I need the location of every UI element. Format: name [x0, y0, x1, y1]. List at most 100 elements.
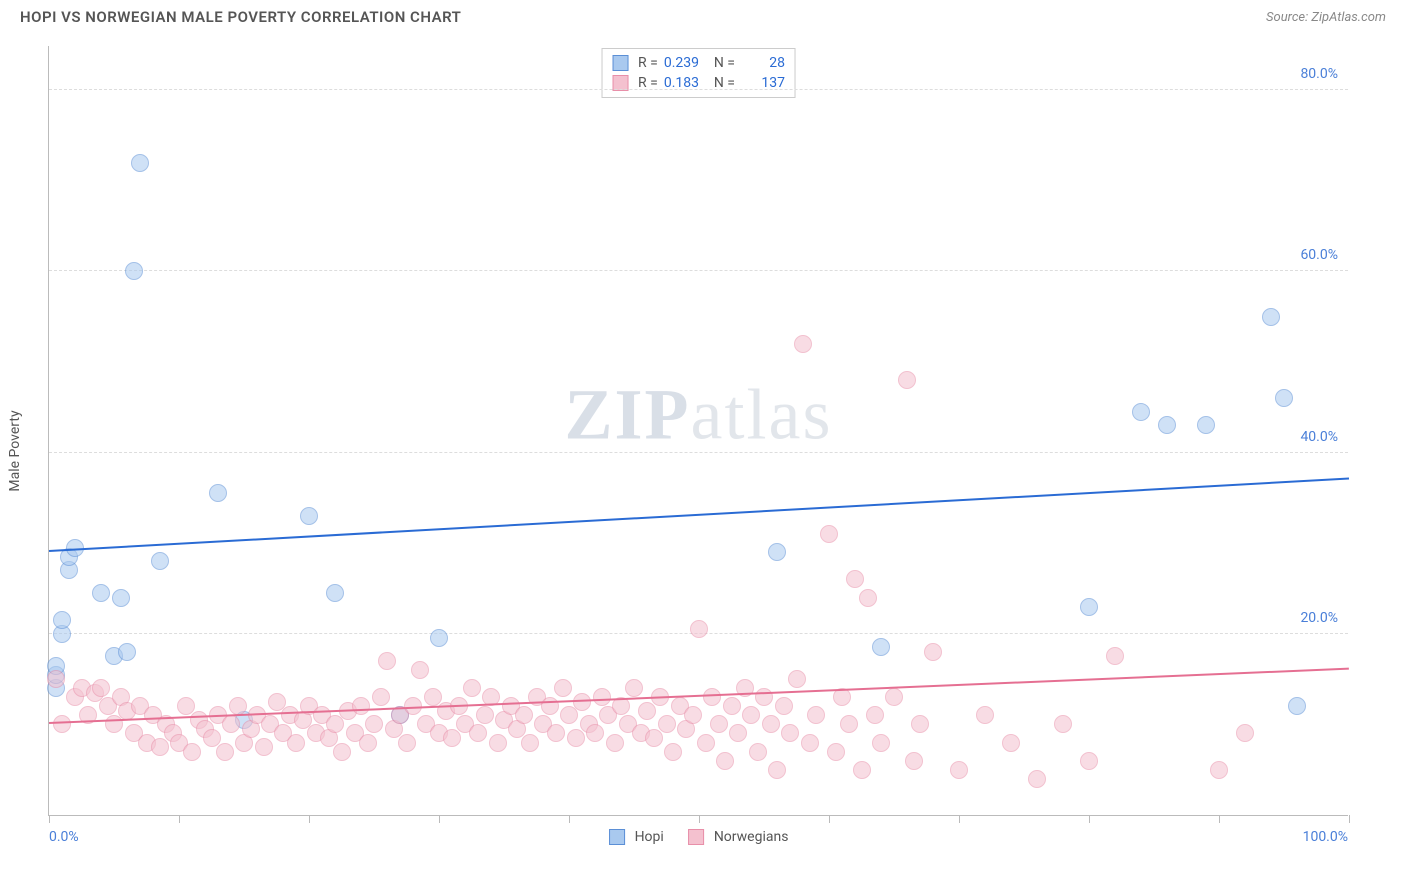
data-point	[1262, 308, 1280, 326]
data-point	[593, 688, 611, 706]
series-legend-item: Norwegians	[688, 829, 789, 845]
watermark: ZIPatlas	[565, 374, 833, 457]
data-point	[222, 715, 240, 733]
trend-line	[49, 478, 1349, 552]
data-point	[866, 706, 884, 724]
data-point	[47, 670, 65, 688]
data-point	[638, 702, 656, 720]
data-point	[326, 584, 344, 602]
data-point	[950, 761, 968, 779]
data-point	[710, 715, 728, 733]
data-point	[749, 743, 767, 761]
data-point	[1054, 715, 1072, 733]
y-axis-label: Male Poverty	[7, 410, 23, 491]
data-point	[1236, 724, 1254, 742]
data-point	[684, 706, 702, 724]
data-point	[762, 715, 780, 733]
data-point	[872, 638, 890, 656]
data-point	[840, 715, 858, 733]
data-point	[365, 715, 383, 733]
x-tick	[1349, 815, 1350, 823]
data-point	[781, 724, 799, 742]
data-point	[658, 715, 676, 733]
data-point	[300, 507, 318, 525]
data-point	[515, 706, 533, 724]
data-point	[716, 752, 734, 770]
series-legend: Hopi Norwegians	[609, 829, 789, 845]
data-point	[469, 724, 487, 742]
x-tick	[309, 815, 310, 823]
data-point	[352, 697, 370, 715]
data-point	[521, 734, 539, 752]
data-point	[1080, 752, 1098, 770]
data-point	[976, 706, 994, 724]
stat-r-label: R =	[638, 55, 658, 71]
x-tick	[49, 815, 50, 823]
x-tick	[829, 815, 830, 823]
series-name: Norwegians	[714, 829, 789, 845]
data-point	[801, 734, 819, 752]
data-point	[151, 738, 169, 756]
series-name: Hopi	[635, 829, 664, 845]
data-point	[905, 752, 923, 770]
data-point	[742, 706, 760, 724]
data-point	[788, 670, 806, 688]
data-point	[443, 729, 461, 747]
chart-container: Male Poverty ZIPatlas R =0.239N =28R =0.…	[0, 26, 1406, 876]
data-point	[398, 734, 416, 752]
x-tick	[959, 815, 960, 823]
data-point	[729, 724, 747, 742]
gridline	[49, 270, 1348, 271]
x-tick	[569, 815, 570, 823]
data-point	[378, 652, 396, 670]
data-point	[645, 729, 663, 747]
data-point	[547, 724, 565, 742]
y-tick-label: 40.0%	[1300, 429, 1338, 445]
data-point	[118, 643, 136, 661]
data-point	[1028, 770, 1046, 788]
data-point	[625, 679, 643, 697]
data-point	[489, 734, 507, 752]
legend-swatch	[688, 829, 704, 845]
data-point	[872, 734, 890, 752]
data-point	[768, 543, 786, 561]
data-point	[463, 679, 481, 697]
data-point	[853, 761, 871, 779]
gridline	[49, 452, 1348, 453]
data-point	[125, 262, 143, 280]
legend-swatch	[609, 829, 625, 845]
data-point	[567, 729, 585, 747]
stat-n-value: 28	[741, 55, 785, 71]
x-axis-max-label: 100.0%	[1303, 829, 1348, 845]
data-point	[430, 629, 448, 647]
data-point	[820, 525, 838, 543]
data-point	[92, 584, 110, 602]
data-point	[807, 706, 825, 724]
x-tick	[1219, 815, 1220, 823]
data-point	[1210, 761, 1228, 779]
x-tick	[179, 815, 180, 823]
x-tick	[699, 815, 700, 823]
data-point	[723, 697, 741, 715]
data-point	[664, 743, 682, 761]
data-point	[216, 743, 234, 761]
chart-title: HOPI VS NORWEGIAN MALE POVERTY CORRELATI…	[20, 8, 461, 26]
x-tick	[439, 815, 440, 823]
data-point	[112, 589, 130, 607]
stat-n-label: N =	[714, 55, 735, 71]
data-point	[924, 643, 942, 661]
data-point	[560, 706, 578, 724]
data-point	[554, 679, 572, 697]
data-point	[586, 724, 604, 742]
y-tick-label: 80.0%	[1300, 66, 1338, 82]
data-point	[359, 734, 377, 752]
data-point	[1106, 647, 1124, 665]
data-point	[151, 552, 169, 570]
data-point	[898, 371, 916, 389]
data-point	[411, 661, 429, 679]
data-point	[1080, 598, 1098, 616]
series-legend-item: Hopi	[609, 829, 664, 845]
data-point	[255, 738, 273, 756]
data-point	[131, 154, 149, 172]
data-point	[1288, 697, 1306, 715]
